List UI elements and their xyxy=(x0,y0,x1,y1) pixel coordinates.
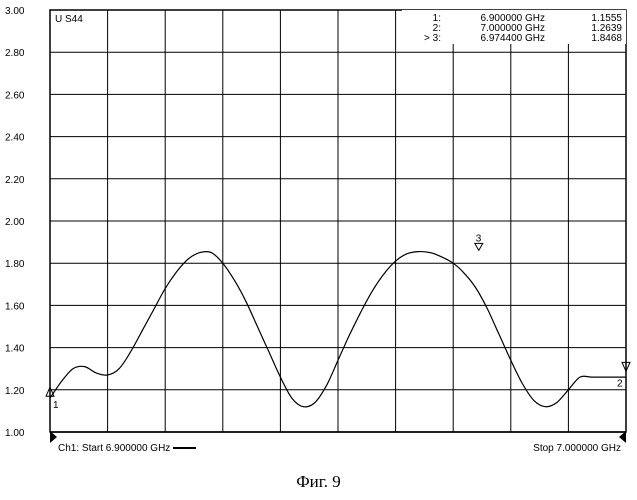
stop-label: Stop 7.000000 GHz xyxy=(533,443,621,454)
start-label: Ch1: Start 6.900000 GHz xyxy=(58,443,170,454)
marker-flag: 2 xyxy=(617,378,623,389)
stop-triangle-icon xyxy=(619,431,626,443)
y-tick-label: 2.60 xyxy=(5,90,25,101)
marker-flag: 3 xyxy=(476,233,482,244)
marker-table-freq: 6.974400 GHz xyxy=(481,33,546,44)
figure-caption: Фиг. 9 xyxy=(0,472,637,492)
y-tick-label: 2.20 xyxy=(5,175,25,186)
y-tick-label: 1.60 xyxy=(5,301,25,312)
marker-icon xyxy=(475,243,483,250)
marker-table-value: 1.8468 xyxy=(591,33,622,44)
y-tick-label: 2.00 xyxy=(5,217,25,228)
trace-label: U S44 xyxy=(55,14,83,25)
y-tick-label: 1.40 xyxy=(5,344,25,355)
y-tick-label: 2.40 xyxy=(5,133,25,144)
y-tick-label: 3.00 xyxy=(5,6,25,17)
grid xyxy=(50,10,626,432)
marker-table-label: > 3: xyxy=(424,33,441,44)
y-tick-label: 2.80 xyxy=(5,48,25,59)
y-tick-label: 1.00 xyxy=(5,428,25,439)
y-tick-label: 1.80 xyxy=(5,259,25,270)
y-tick-labels: 3.00 2.80 2.60 2.40 2.20 2.00 1.80 1.60 1.40 1.20… xyxy=(5,6,25,439)
marker-flag: 1 xyxy=(53,400,59,411)
start-triangle-icon xyxy=(50,431,57,443)
y-tick-label: 1.20 xyxy=(5,386,25,397)
